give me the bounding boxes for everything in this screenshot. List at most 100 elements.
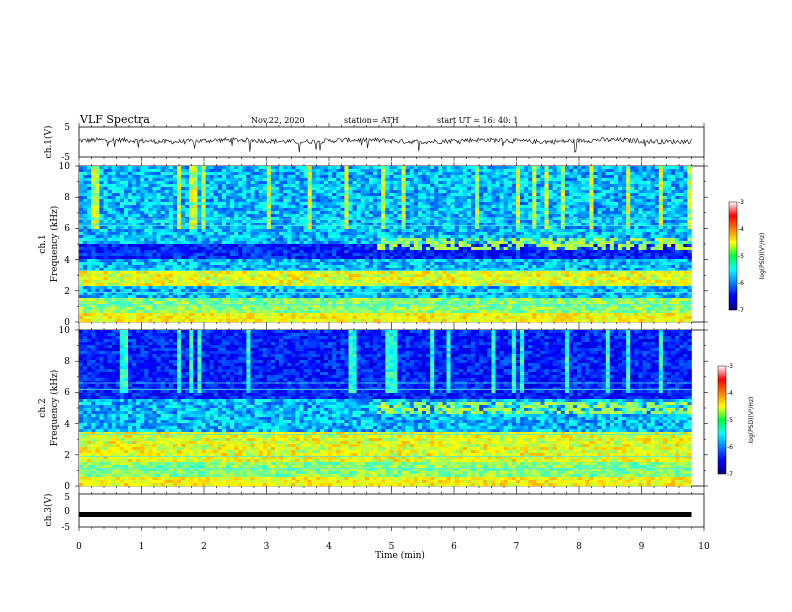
spectrogram-cell [242,223,247,227]
spectrogram-cell [168,223,174,227]
spectrogram-cell [201,238,206,242]
spectrogram-cell [332,268,337,272]
spectrogram-cell [79,175,84,179]
spectrogram-cell [348,256,353,260]
spectrogram-cell [168,241,174,245]
spectrogram-cell [160,283,166,287]
spectrogram-cell [426,172,431,176]
spectrogram-cell [160,178,166,182]
spectrogram-cell [311,178,317,182]
spectrogram-cell [381,307,386,311]
spectrogram-cell [189,250,194,254]
spectrogram-cell [266,211,272,215]
spectrogram-cell [348,196,353,200]
spectrogram-cell [364,256,370,260]
spectrogram-cell [156,256,161,260]
spectrogram-cell [336,259,341,263]
spectrogram-cell [279,169,284,173]
spectrogram-cell [242,166,247,170]
spectrogram-cell [319,238,325,242]
spectrogram-cell [160,190,166,194]
spectrogram-cell [368,220,374,224]
spectrogram-cell [234,229,239,233]
spectrogram-cell [332,166,337,170]
spectrogram-cell [164,316,170,320]
spectrogram-cell [324,298,329,302]
spectrogram-cell [340,211,345,215]
spectrogram-cell [185,208,190,212]
spectrogram-cell [275,220,280,224]
spectrogram-cell [115,310,121,314]
date-label: Nov.22, 2020 [251,116,305,125]
spectrogram-cell [389,316,394,320]
spectrogram-cell [442,295,447,299]
spectrogram-cell [111,247,117,251]
spectrogram-cell [422,271,427,275]
spectrogram-cell [144,193,149,197]
spectrogram-cell [279,208,284,212]
start-time-label: start UT = 16: 40: 1 [437,116,518,125]
spectrogram-cell [156,232,161,236]
spectrogram-cell [270,232,276,236]
spectrogram-cell [156,277,161,281]
spectrogram-cell [123,220,129,224]
spectrogram-cell [336,244,341,248]
spectrogram-cell [360,229,366,233]
spectrogram-cell [454,304,460,308]
spectrogram-cell [405,166,411,170]
spectrogram-cell [181,241,186,245]
spectrogram-cell [319,208,325,212]
spectrogram-cell [450,289,455,293]
spectrogram-cell [221,232,227,236]
spectrogram-cell [332,253,337,257]
spectrogram-cell [193,295,198,299]
spectrogram-cell [393,295,398,299]
spectrogram-cell [393,181,398,185]
spectrogram-cell [458,253,464,257]
spectrogram-cell [377,295,382,299]
spectrogram-cell [193,262,198,266]
spectrogram-cell [238,208,243,212]
spectrogram-cell [242,292,247,296]
spectrogram-cell [442,292,447,296]
spectrogram-cell [152,196,157,200]
spectrogram-cell [140,283,145,287]
spectrogram-cell [319,256,325,260]
spectrogram-cell [115,259,121,263]
spectrogram-cell [344,178,349,182]
spectrogram-cell [340,271,345,275]
spectrogram-cell [152,241,157,245]
spectrogram-cell [401,250,406,254]
spectrogram-cell [446,193,451,197]
spectrogram-cell [128,259,133,263]
spectrogram-cell [213,196,219,200]
spectrogram-cell [246,265,251,269]
spectrogram-cell [201,214,206,218]
spectrogram-cell [422,184,427,188]
spectrogram-cell [368,292,374,296]
spectrogram-cell [381,193,386,197]
spectrogram-cell [262,199,268,203]
spectrogram-cell [197,283,202,287]
spectrogram-cell [283,301,288,305]
spectrogram-cell [401,196,406,200]
spectrogram-cell [144,175,149,179]
spectrogram-cell [462,190,468,194]
spectrogram-cell [136,205,141,209]
spectrogram-cell [315,304,321,308]
spectrogram-cell [242,277,247,281]
spectrogram-cell [87,190,92,194]
spectrogram-cell [324,304,329,308]
spectrogram-cell [168,295,174,299]
spectrogram-cell [250,199,255,203]
spectrogram-cell [119,292,125,296]
spectrogram-cell [401,223,406,227]
spectrogram-cell [438,274,443,278]
spectrogram-cell [226,259,231,263]
spectrogram-cell [221,193,227,197]
spectrogram-cell [438,256,443,260]
spectrogram-cell [426,235,431,239]
spectrogram-cell [136,316,141,320]
spectrogram-cell [332,274,337,278]
spectrogram-cell [364,205,370,209]
